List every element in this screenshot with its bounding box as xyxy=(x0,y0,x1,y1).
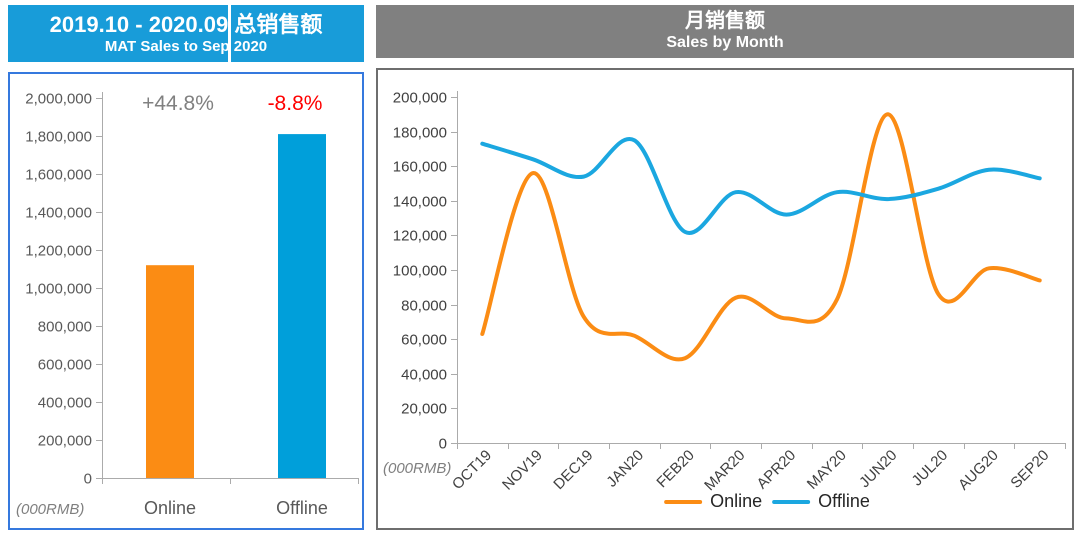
y-axis-tick-label: 1,400,000 xyxy=(25,205,92,222)
y-axis-tick-label: 1,000,000 xyxy=(25,281,92,298)
category-label-offline: Offline xyxy=(276,498,328,518)
x-axis-label-jan20: JAN20 xyxy=(603,447,647,491)
title-cell-divider xyxy=(228,5,231,62)
y-axis-tick-label: 60,000 xyxy=(401,332,447,349)
y-axis-tick-label: 120,000 xyxy=(393,228,447,245)
y-axis-tick-label: 200,000 xyxy=(393,90,447,107)
right-chart-title: 月销售额 xyxy=(685,10,765,33)
monthly-sales-line-chart: 0 20,000 40,000 60,000 80,000 100,000 120,000 1… xyxy=(376,68,1074,530)
x-axis-label-jun20: JUN20 xyxy=(856,447,900,491)
y-axis-tick-label: 200,000 xyxy=(38,433,92,450)
x-axis-label-jul20: JUL20 xyxy=(909,447,952,490)
y-axis-tick-label: 140,000 xyxy=(393,194,447,211)
bar-offline xyxy=(278,134,326,478)
right-chart-subtitle: Sales by Month xyxy=(666,33,784,51)
x-axis-label-nov19: NOV19 xyxy=(499,447,546,494)
offline-legend-swatch xyxy=(772,499,811,504)
y-axis-tick-label: 600,000 xyxy=(38,357,92,374)
y-axis-tick-label: 20,000 xyxy=(401,401,447,418)
y-axis-tick-label: 160,000 xyxy=(393,159,447,176)
line-series-offline xyxy=(480,137,1042,235)
bar-chart-canvas: 0 200,000 400,000 600,000 800,000 1,000,000 1,… xyxy=(16,91,359,518)
y-axis-tick-label: 400,000 xyxy=(38,395,92,412)
chart-legend: Online Offline xyxy=(664,491,870,512)
growth-label-online: +44.8% xyxy=(142,92,214,115)
legend-label-online: Online xyxy=(710,491,763,511)
x-axis-label-dec19: DEC19 xyxy=(550,447,596,493)
y-axis-tick-label: 0 xyxy=(84,471,92,488)
x-axis-label-may20: MAY20 xyxy=(804,447,850,493)
legend-item-online: Online xyxy=(664,491,762,512)
growth-label-offline: -8.8% xyxy=(268,92,323,115)
x-axis-label-apr20: APR20 xyxy=(754,447,800,493)
y-axis-tick-label: 80,000 xyxy=(401,298,447,315)
y-axis-tick-label: 100,000 xyxy=(393,263,447,280)
line-chart-canvas: 0 20,000 40,000 60,000 80,000 100,000 120,000 1… xyxy=(383,90,1066,494)
x-axis-label-oct19: OCT19 xyxy=(449,447,495,493)
unit-label: (000RMB) xyxy=(383,460,451,477)
bar-online xyxy=(146,265,194,478)
y-axis-tick-label: 800,000 xyxy=(38,319,92,336)
unit-label: (000RMB) xyxy=(16,501,84,518)
category-label-online: Online xyxy=(144,498,196,518)
x-axis-label-sep20: SEP20 xyxy=(1007,447,1052,492)
legend-label-offline: Offline xyxy=(818,491,870,511)
y-axis-tick-label: 40,000 xyxy=(401,367,447,384)
x-axis-label-mar20: MAR20 xyxy=(701,447,748,494)
mat-sales-bar-chart: 0 200,000 400,000 600,000 800,000 1,000,000 1,… xyxy=(8,72,364,530)
y-axis-tick-label: 2,000,000 xyxy=(25,91,92,108)
y-axis-tick-label: 1,200,000 xyxy=(25,243,92,260)
x-axis-label-aug20: AUG20 xyxy=(955,447,1002,494)
y-axis-tick-label: 0 xyxy=(439,436,447,453)
y-axis-tick-label: 180,000 xyxy=(393,125,447,142)
x-axis-label-feb20: FEB20 xyxy=(653,447,697,491)
online-legend-swatch xyxy=(664,499,703,504)
line-series-online xyxy=(480,112,1042,362)
left-chart-title-bar: 2019.10 - 2020.09 总销售额 MAT Sales to Sep … xyxy=(8,5,364,62)
right-chart-title-bar: 月销售额 Sales by Month xyxy=(376,5,1074,58)
left-chart-subtitle: MAT Sales to Sep 2020 xyxy=(104,37,268,55)
y-axis-tick-label: 1,800,000 xyxy=(25,129,92,146)
legend-item-offline: Offline xyxy=(772,491,870,512)
left-chart-title: 2019.10 - 2020.09 总销售额 xyxy=(49,11,323,37)
y-axis-tick-label: 1,600,000 xyxy=(25,167,92,184)
